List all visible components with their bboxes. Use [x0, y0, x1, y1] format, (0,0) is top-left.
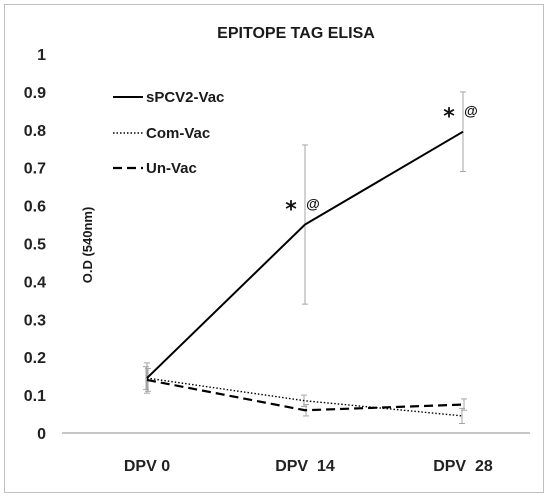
legend-label: Com-Vac — [146, 125, 210, 142]
y-tick-label: 0.9 — [24, 85, 46, 102]
y-axis-label: O.D (540nm) — [80, 207, 95, 284]
y-tick-label: 0.2 — [24, 350, 46, 367]
legend-label: sPCV2-Vac — [146, 89, 224, 106]
legend-item: Un-Vac — [113, 160, 197, 177]
chart-title: EPITOPE TAG ELISA — [217, 25, 375, 42]
significance-at: @ — [464, 103, 478, 119]
x-tick-label: DPV 28 — [433, 458, 493, 475]
significance-star: * — [285, 198, 297, 223]
legend-item: sPCV2-Vac — [113, 89, 224, 106]
significance-at: @ — [306, 196, 320, 212]
x-tick-labels: DPV 0 DPV 14 DPV 28 — [124, 458, 493, 475]
error-bar — [461, 398, 467, 411]
series-line — [146, 377, 464, 417]
series-line — [146, 130, 464, 379]
legend: sPCV2-Vac Com-Vac Un-Vac — [113, 89, 224, 177]
significance-annotations: * @ * @ — [285, 103, 478, 223]
chart-frame — [4, 4, 544, 493]
y-tick-label: 0.3 — [24, 312, 46, 329]
y-tick-label: 1 — [37, 47, 46, 64]
significance-star: * — [443, 105, 455, 130]
y-tick-label: 0.7 — [24, 161, 46, 178]
y-tick-label: 0.8 — [24, 123, 46, 140]
y-tick-label: 0.1 — [24, 388, 46, 405]
y-tick-label: 0.5 — [24, 237, 46, 254]
y-tick-label: 0 — [37, 426, 46, 443]
series-line — [146, 378, 464, 412]
legend-label: Un-Vac — [146, 160, 197, 177]
x-tick-label: DPV 0 — [124, 458, 170, 475]
series-lines — [146, 130, 464, 417]
x-tick-label: DPV 14 — [275, 458, 335, 475]
y-tick-labels: 0 0.1 0.2 0.3 0.4 0.5 0.6 0.7 0.8 0.9 1 — [24, 47, 46, 443]
y-tick-label: 0.6 — [24, 199, 46, 216]
legend-item: Com-Vac — [113, 125, 210, 142]
y-tick-label: 0.4 — [24, 274, 46, 291]
